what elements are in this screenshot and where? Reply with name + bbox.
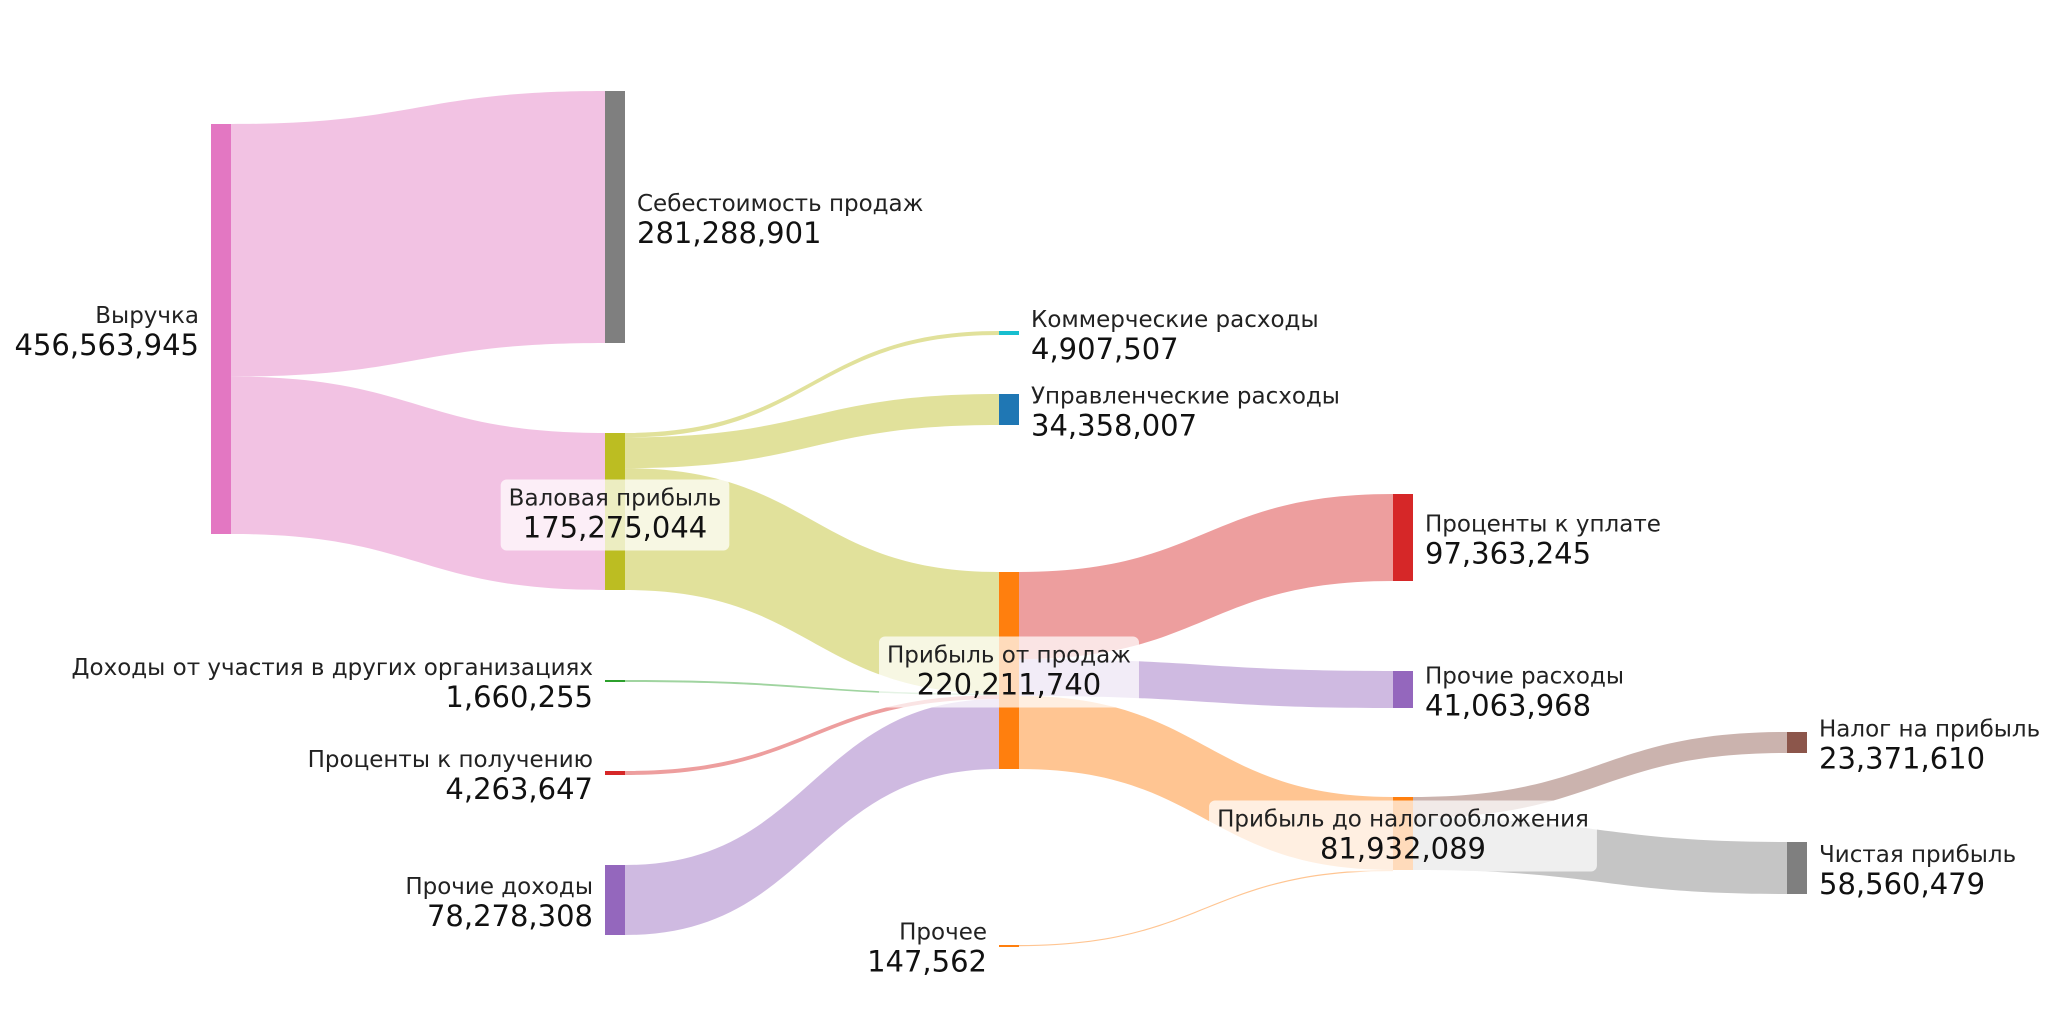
label-int_income-value: 4,263,647 — [445, 772, 593, 806]
label-op_profit-box — [879, 636, 1139, 708]
label-revenue-value: 456,563,945 — [15, 328, 200, 362]
node-cogs — [605, 91, 625, 343]
node-participation — [605, 680, 625, 682]
label-int_payable-name: Проценты к уплате — [1425, 512, 1661, 538]
node-admin — [999, 394, 1019, 425]
label-pretax-name: Прибыль до налогообложения — [1217, 807, 1589, 833]
link-other_income-to-op_profit — [625, 698, 999, 935]
label-tax-name: Налог на прибыль — [1819, 717, 2040, 743]
node-int_income — [605, 771, 625, 775]
label-pretax-box — [1209, 800, 1597, 872]
label-commercial-name: Коммерческие расходы — [1031, 307, 1319, 333]
link-gross-to-commercial — [625, 331, 999, 438]
link-revenue-to-cogs — [231, 91, 605, 377]
node-tax — [1787, 732, 1807, 753]
link-gross-to-admin — [625, 394, 999, 469]
label-net-name: Чистая прибыль — [1819, 842, 2016, 868]
link-int_income-to-op_profit — [625, 695, 999, 775]
label-misc-value: 147,562 — [867, 945, 987, 979]
label-pretax-value: 81,932,089 — [1320, 832, 1486, 866]
label-misc-name: Прочее — [899, 920, 987, 946]
node-misc — [999, 945, 1019, 947]
label-cogs-name: Себестоимость продаж — [637, 191, 923, 217]
label-gross-value: 175,275,044 — [523, 511, 708, 545]
label-other_exp-name: Прочие расходы — [1425, 664, 1624, 690]
label-commercial-value: 4,907,507 — [1031, 332, 1179, 366]
label-gross-box — [500, 479, 730, 551]
label-admin-value: 34,358,007 — [1031, 409, 1197, 443]
label-revenue-name: Выручка — [95, 303, 199, 329]
label-cogs-value: 281,288,901 — [637, 216, 822, 250]
node-other_exp — [1393, 671, 1413, 708]
link-op_profit-to-int_payable — [1019, 494, 1393, 660]
label-other_exp-value: 41,063,968 — [1425, 689, 1591, 723]
node-int_payable — [1393, 494, 1413, 581]
label-participation-value: 1,660,255 — [445, 680, 593, 714]
label-int_income-name: Проценты к получению — [308, 747, 593, 773]
node-commercial — [999, 331, 1019, 335]
label-op_profit-name: Прибыль от продаж — [887, 643, 1131, 669]
label-tax-value: 23,371,610 — [1819, 742, 1985, 776]
label-other_income-value: 78,278,308 — [427, 899, 593, 933]
label-net-value: 58,560,479 — [1819, 867, 1985, 901]
link-misc-to-pretax — [1019, 869, 1393, 947]
label-int_payable-value: 97,363,245 — [1425, 537, 1591, 571]
label-other_income-name: Прочие доходы — [405, 874, 593, 900]
label-gross-name: Валовая прибыль — [509, 486, 722, 512]
link-participation-to-op_profit — [625, 680, 999, 696]
label-op_profit-value: 220,211,740 — [917, 668, 1102, 702]
label-participation: Доходы от участия в других организациях1… — [72, 655, 593, 714]
label-participation-name: Доходы от участия в других организациях — [72, 655, 593, 681]
node-revenue — [211, 124, 231, 534]
link-pretax-to-tax — [1413, 732, 1787, 818]
node-other_income — [605, 865, 625, 935]
node-net — [1787, 842, 1807, 894]
label-admin-name: Управленческие расходы — [1031, 384, 1340, 410]
